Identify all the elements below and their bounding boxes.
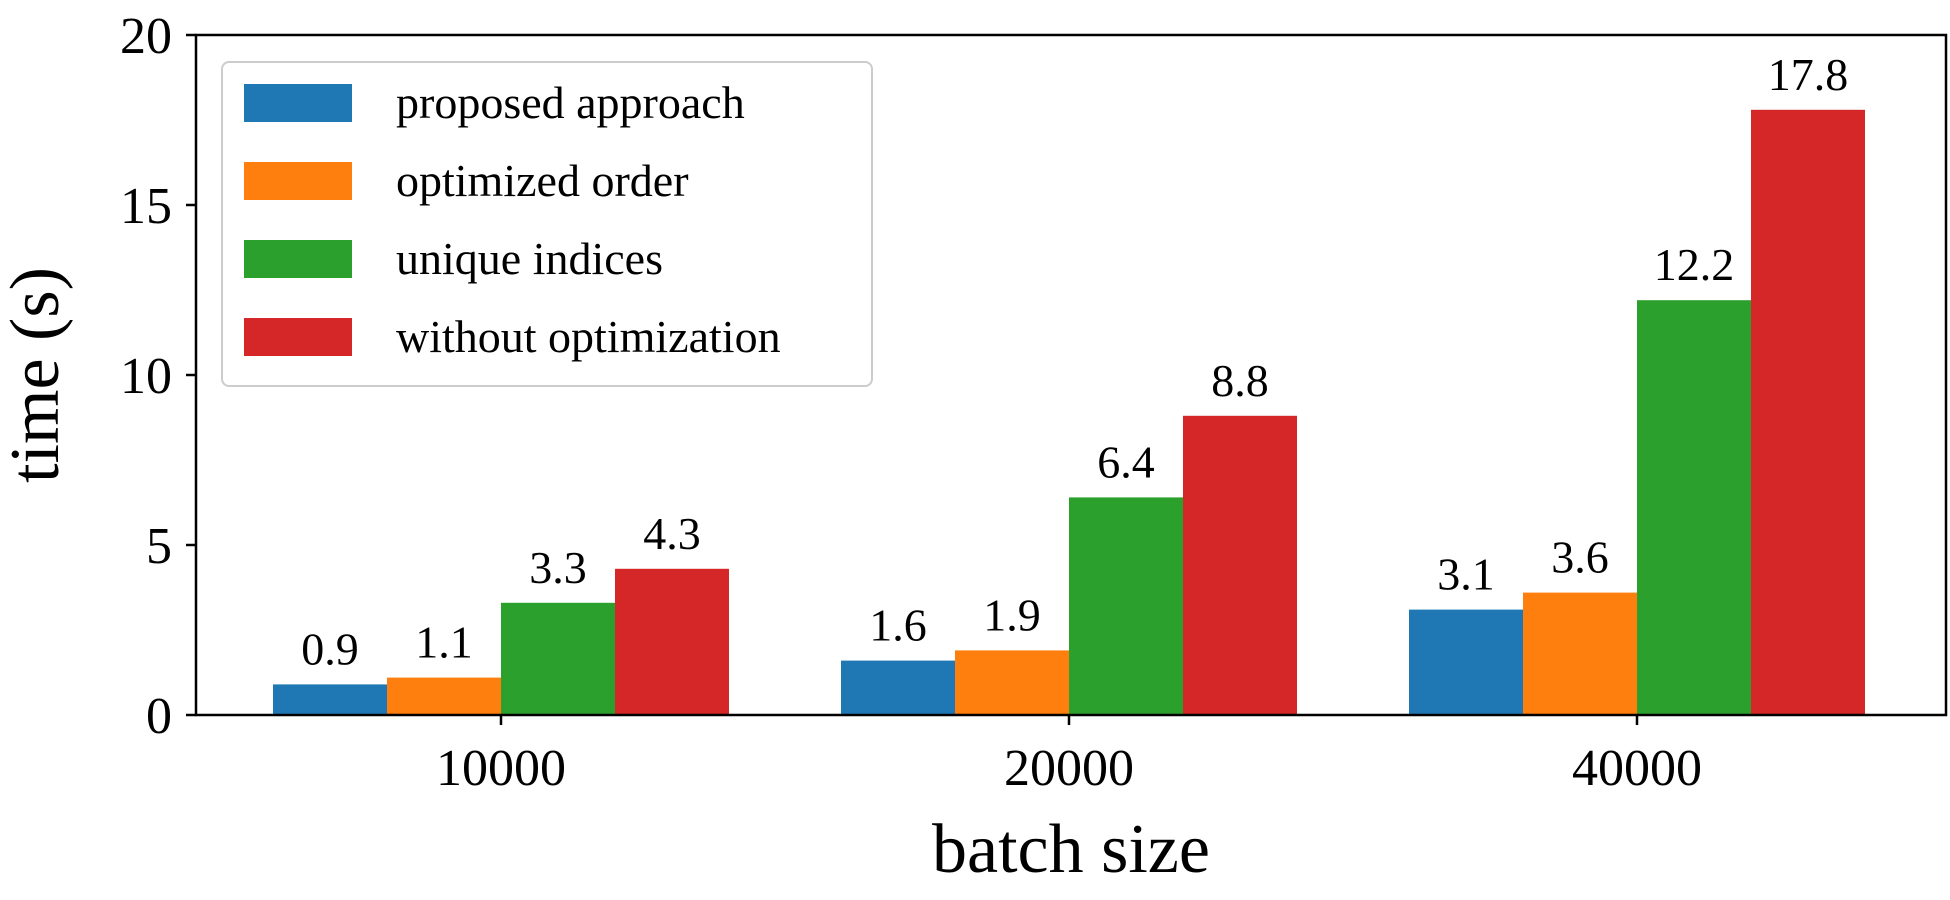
legend-swatch bbox=[244, 84, 352, 122]
x-tick-label: 20000 bbox=[1004, 740, 1134, 797]
bar-without-optimization-10000 bbox=[615, 568, 729, 715]
legend-entry-label: without optimization bbox=[396, 311, 781, 362]
bar-value-label: 1.9 bbox=[983, 589, 1041, 640]
y-tick-label: 0 bbox=[146, 688, 172, 745]
bar-value-label: 3.1 bbox=[1437, 549, 1495, 600]
bar-unique-indices-20000 bbox=[1069, 497, 1183, 715]
bar-without-optimization-40000 bbox=[1751, 109, 1865, 716]
bar-value-label: 3.3 bbox=[529, 542, 587, 593]
bar-value-label: 0.9 bbox=[301, 623, 359, 674]
bar-value-label: 1.1 bbox=[415, 617, 473, 668]
legend-frame bbox=[221, 61, 873, 387]
bar-proposed-approach-20000 bbox=[841, 660, 955, 715]
legend: proposed approach optimized order unique i… bbox=[221, 61, 873, 387]
bar-optimized-order-20000 bbox=[955, 650, 1069, 715]
bar-value-label: 17.8 bbox=[1768, 49, 1849, 100]
legend-swatch bbox=[244, 162, 352, 200]
bar-value-label: 12.2 bbox=[1654, 239, 1735, 290]
bar-value-label: 6.4 bbox=[1097, 436, 1155, 487]
legend-entry-label: optimized order bbox=[396, 155, 689, 206]
y-axis-title: time (s) bbox=[0, 267, 74, 483]
y-tick-label: 5 bbox=[146, 518, 172, 575]
bar-proposed-approach-40000 bbox=[1409, 609, 1523, 715]
bar-optimized-order-10000 bbox=[387, 677, 501, 715]
bar-value-label: 3.6 bbox=[1551, 532, 1609, 583]
y-axis: 0 5 10 15 20 bbox=[120, 8, 196, 745]
y-tick-label: 20 bbox=[120, 8, 172, 65]
legend-entry-label: unique indices bbox=[396, 233, 663, 284]
bar-value-label: 1.6 bbox=[869, 600, 927, 651]
x-axis-title: batch size bbox=[932, 811, 1210, 888]
x-axis: 10000 20000 40000 bbox=[436, 715, 1702, 797]
bar-proposed-approach-10000 bbox=[273, 684, 387, 715]
bar-labels-layer: 0.9 1.6 3.1 1.1 1.9 3.6 3.3 6.4 12.2 4.3 8.8 17.8 bbox=[301, 49, 1848, 675]
bar-unique-indices-10000 bbox=[501, 602, 615, 715]
bar-value-label: 8.8 bbox=[1211, 355, 1269, 406]
bar-optimized-order-40000 bbox=[1523, 592, 1637, 715]
legend-swatch bbox=[244, 318, 352, 356]
legend-swatch bbox=[244, 240, 352, 278]
y-tick-label: 15 bbox=[120, 178, 172, 235]
y-tick-label: 10 bbox=[120, 348, 172, 405]
legend-entry-label: proposed approach bbox=[396, 77, 745, 128]
x-tick-label: 40000 bbox=[1572, 740, 1702, 797]
bar-value-label: 4.3 bbox=[643, 508, 701, 559]
bars-layer bbox=[273, 109, 1865, 716]
bar-without-optimization-20000 bbox=[1183, 415, 1297, 715]
x-tick-label: 10000 bbox=[436, 740, 566, 797]
bar-unique-indices-40000 bbox=[1637, 300, 1751, 715]
